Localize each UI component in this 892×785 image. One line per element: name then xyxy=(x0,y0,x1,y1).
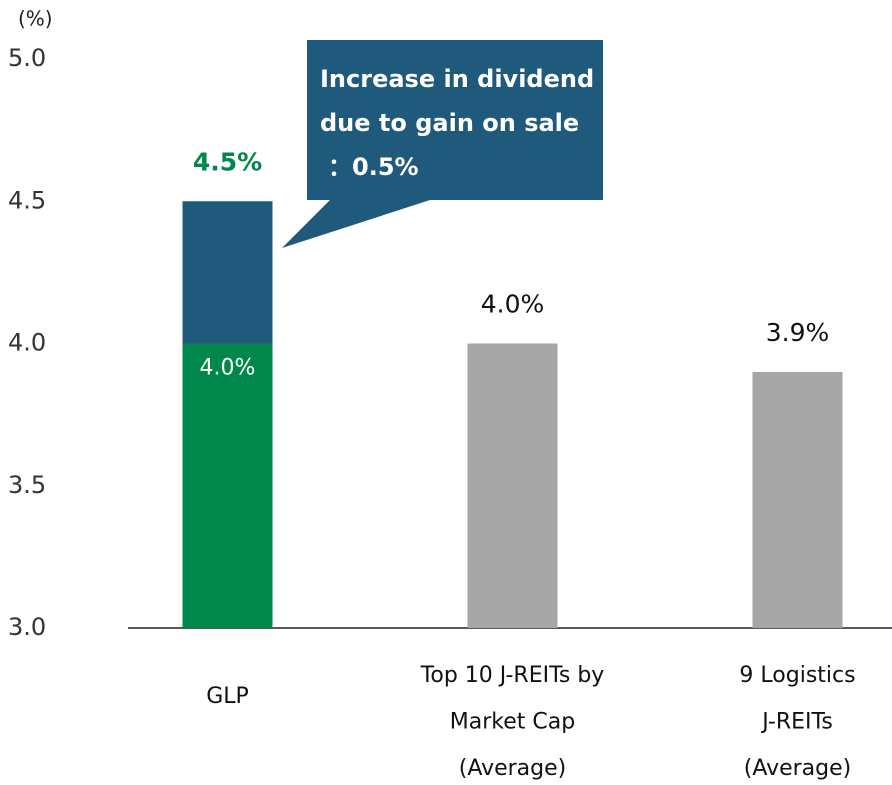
bar-segment xyxy=(182,201,273,344)
x-tick-label: 9 Logistics xyxy=(739,663,855,688)
total-label: 4.0% xyxy=(481,290,545,319)
x-tick-label: Top 10 J-REITs by xyxy=(420,663,605,688)
bar-segment xyxy=(182,343,273,628)
x-tick-label: (Average) xyxy=(744,756,852,781)
segment-label: 4.0% xyxy=(200,356,256,381)
total-label: 3.9% xyxy=(766,318,830,347)
y-tick-label: 4.0 xyxy=(8,329,46,357)
y-tick-label: 5.0 xyxy=(8,44,46,72)
bar-segment xyxy=(467,343,558,628)
y-unit: (%) xyxy=(18,7,53,31)
y-tick-label: 3.5 xyxy=(8,471,46,499)
y-tick-label: 4.5 xyxy=(8,186,46,214)
callout-text: due to gain on sale xyxy=(320,109,579,137)
callout-text: Increase in dividend xyxy=(320,65,594,93)
x-tick-label: GLP xyxy=(206,684,249,709)
x-tick-label: Market Cap xyxy=(450,710,575,735)
total-label: 4.5% xyxy=(193,147,262,176)
callout-text: ：0.5% xyxy=(328,153,419,181)
bar-segment xyxy=(752,371,843,628)
y-tick-label: 3.0 xyxy=(8,613,46,641)
x-tick-label: (Average) xyxy=(459,756,567,781)
callout-box xyxy=(282,40,603,248)
x-tick-label: J-REITs xyxy=(760,710,833,735)
